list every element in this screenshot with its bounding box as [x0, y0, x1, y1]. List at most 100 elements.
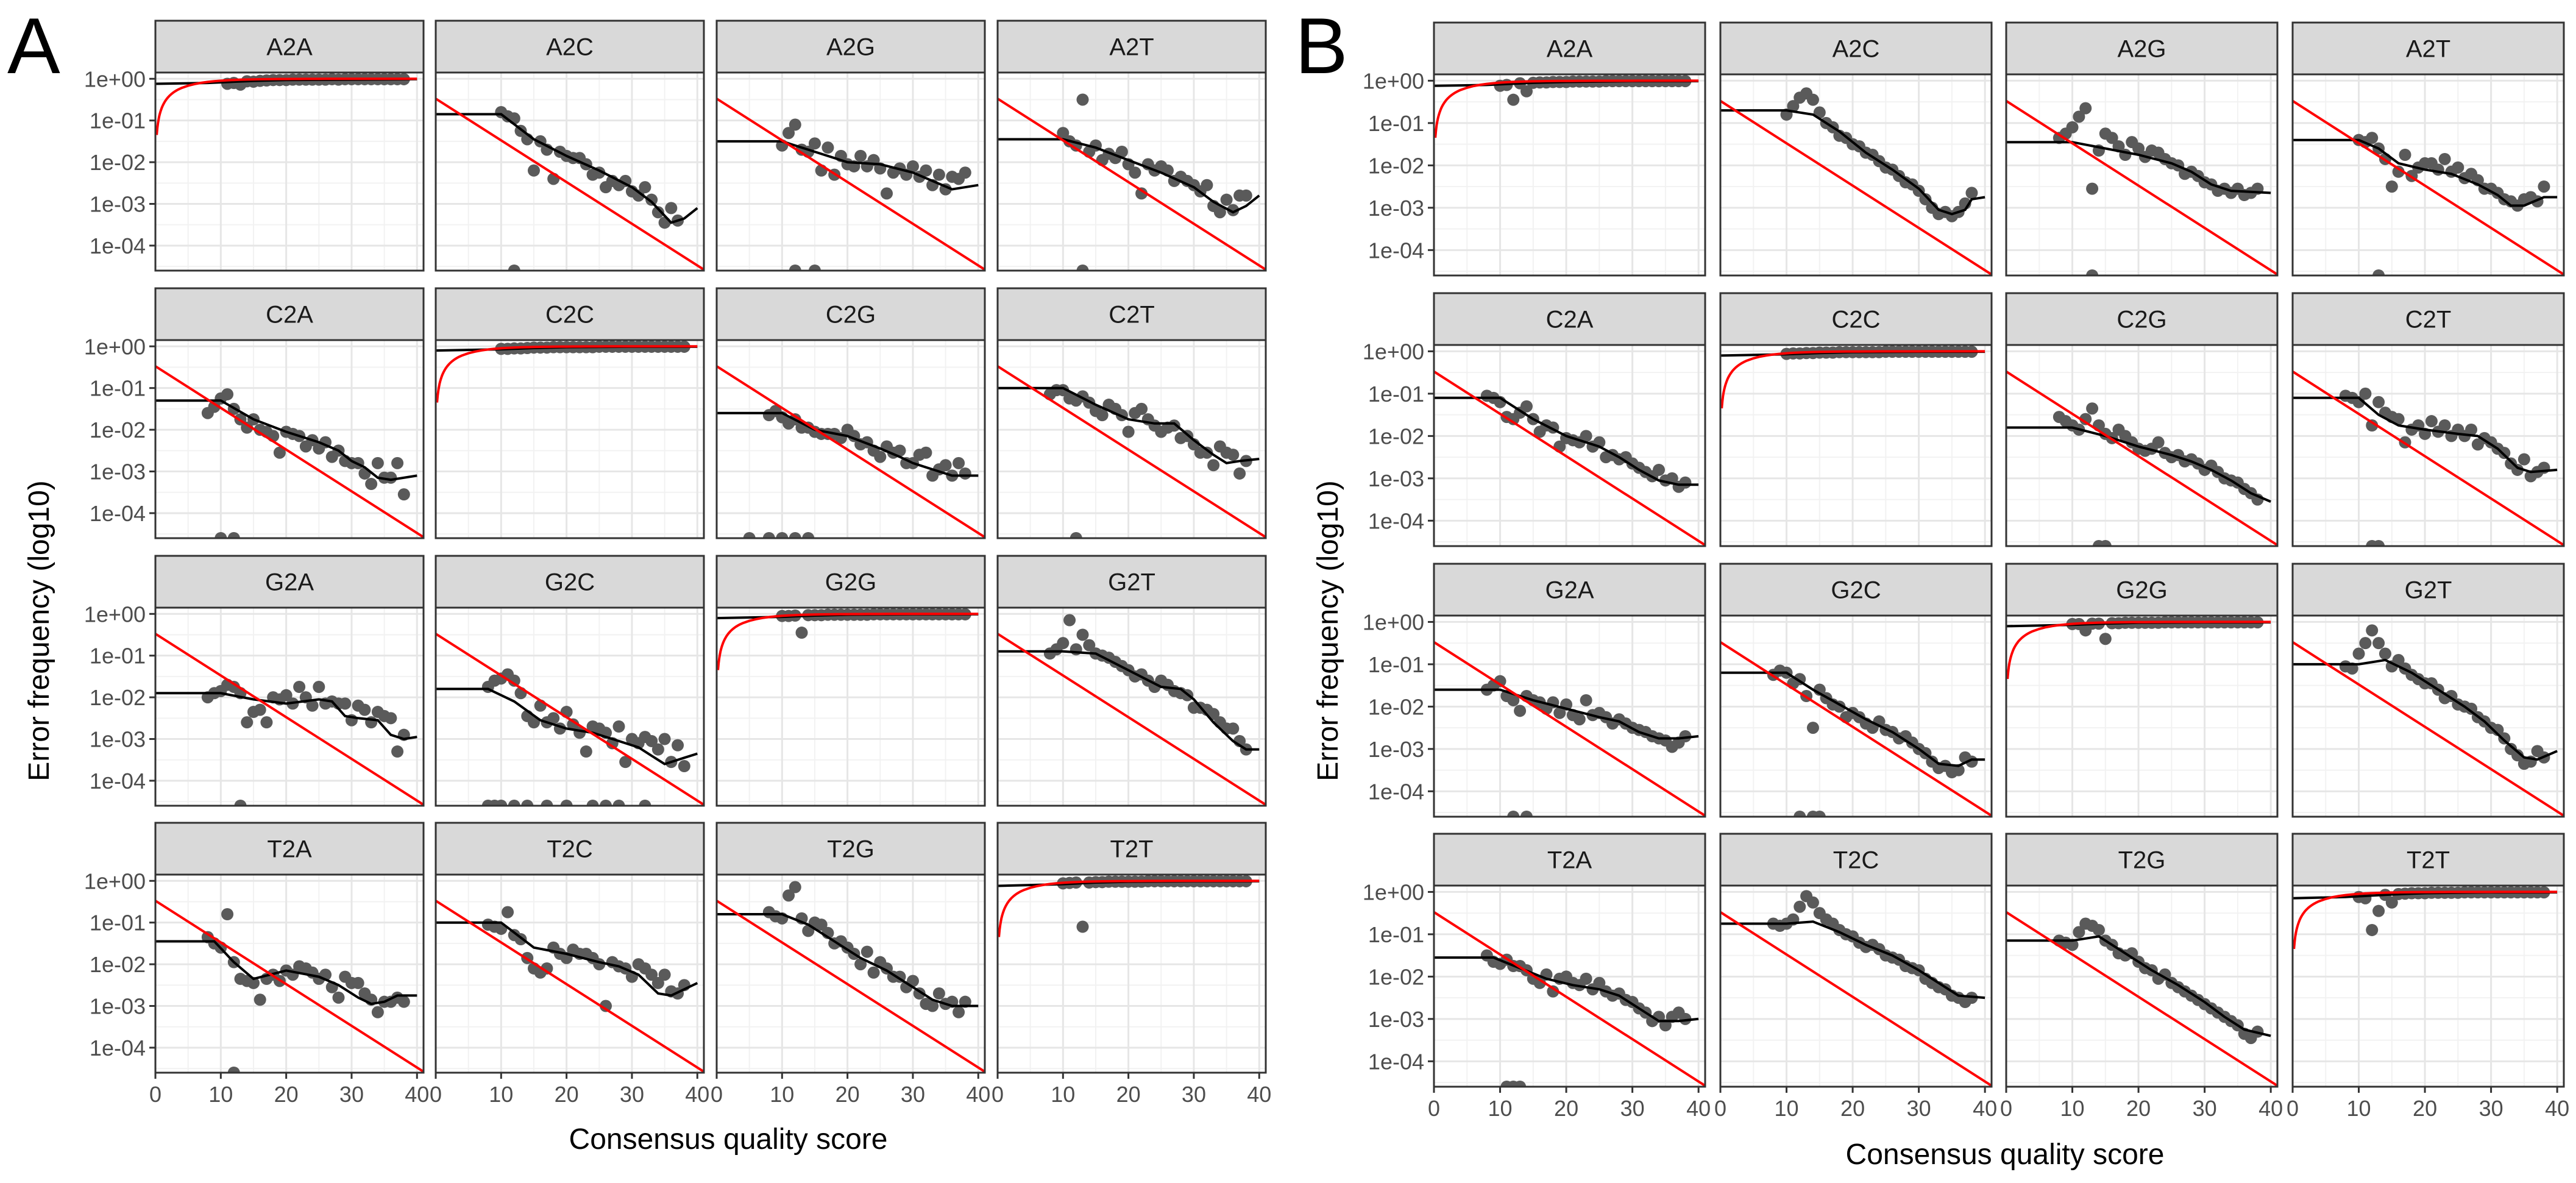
- facet-content: [717, 98, 985, 271]
- nominal-error-line: [2293, 890, 2558, 950]
- observed-point: [854, 958, 867, 971]
- facet-content: [1434, 370, 1705, 546]
- observed-point: [906, 160, 919, 172]
- observed-point: [2438, 419, 2451, 432]
- nominal-error-line: [155, 77, 417, 135]
- facet-plot-background: [1720, 886, 1992, 1087]
- fitted-error-line: [2293, 658, 2558, 761]
- observed-point: [358, 703, 371, 716]
- facet-C2A: C2A 1e+00 1e-01 1e-02 1e-03 1e-04: [1363, 292, 1706, 547]
- facet-T2A: T2A 1e+00 1e-01 1e-02 1e-03 1e-040 10 20 30 40: [84, 822, 429, 1107]
- observed-point: [658, 968, 671, 981]
- observed-point: [2438, 152, 2451, 165]
- nominal-error-line: [717, 613, 979, 670]
- facet-content: [717, 608, 979, 670]
- x-axis-title: Consensus quality score: [569, 1123, 888, 1156]
- x-tick-label: 0: [1428, 1096, 1440, 1121]
- facet-T2T: T2T 0 10 20 30 40: [992, 822, 1271, 1107]
- nominal-error-line: [2006, 911, 2277, 1087]
- facet-strip: [1719, 292, 1993, 346]
- observed-point: [1076, 265, 1089, 271]
- observed-point: [293, 681, 306, 693]
- facet-C2G: C2G: [2005, 292, 2279, 547]
- facet-border: [996, 873, 1267, 1074]
- x-tick-label: 0: [1714, 1096, 1726, 1121]
- facet-strip: [154, 555, 425, 609]
- observed-point: [600, 1000, 612, 1012]
- facet-strip: [435, 20, 705, 74]
- facet-border: [715, 606, 986, 807]
- nominal-error-line: [1434, 370, 1705, 546]
- observed-point: [260, 716, 273, 729]
- observed-point: [2465, 702, 2478, 715]
- observed-point: [776, 532, 789, 538]
- observed-point: [1135, 402, 1148, 415]
- observed-point: [959, 166, 971, 179]
- fitted-error-line: [155, 399, 417, 481]
- observed-point: [1083, 639, 1096, 652]
- observed-point: [1679, 1012, 1692, 1025]
- observed-point: [959, 467, 971, 480]
- observed-point: [1553, 706, 1566, 719]
- observed-point: [508, 112, 520, 125]
- observed-point: [789, 265, 801, 271]
- observed-point: [502, 906, 514, 918]
- facet-plot-background: [436, 608, 704, 806]
- observed-point: [932, 168, 945, 181]
- observed-point: [2399, 149, 2411, 161]
- facet-content: [155, 73, 417, 135]
- observed-point: [2498, 732, 2511, 745]
- x-tick-label: 40: [1247, 1082, 1271, 1107]
- observed-point: [1965, 187, 1978, 199]
- observed-point: [2498, 447, 2511, 460]
- nominal-error-line: [1720, 641, 1992, 817]
- observed-point: [273, 446, 286, 459]
- fitted-error-line: [436, 687, 698, 766]
- observed-point: [619, 756, 632, 769]
- nominal-error-line: [998, 633, 1266, 806]
- facet-border: [2005, 344, 2279, 547]
- facet-strip: [2291, 563, 2565, 617]
- fitted-error-line: [717, 140, 979, 191]
- x-tick-label: 40: [1686, 1096, 1711, 1121]
- facet-strip-label: G2T: [1108, 569, 1155, 596]
- facet-strip-label: C2G: [2117, 307, 2166, 333]
- facet-G2G: G2G: [715, 555, 986, 807]
- facet-strip: [2291, 292, 2565, 346]
- facet-plot-background: [2006, 616, 2277, 817]
- facet-border: [996, 71, 1267, 272]
- facet-border: [2005, 73, 2279, 277]
- observed-point: [665, 202, 678, 215]
- facet-border: [435, 606, 705, 807]
- nominal-error-line: [998, 365, 1266, 538]
- observed-point: [678, 760, 690, 772]
- observed-point: [645, 193, 658, 206]
- x-tick-label: 40: [966, 1082, 990, 1107]
- x-tick-label: 30: [1182, 1082, 1206, 1107]
- observed-point: [2099, 540, 2112, 546]
- facet-strip: [715, 287, 986, 341]
- facet-C2G: C2G: [715, 287, 986, 539]
- observed-point: [953, 457, 965, 469]
- facet-A2G: A2G: [2005, 21, 2279, 277]
- facet-content: [1720, 87, 1992, 275]
- observed-point: [2086, 269, 2099, 275]
- x-tick-label: 10: [770, 1082, 794, 1107]
- facet-plot-background: [155, 340, 424, 538]
- observed-point: [619, 174, 632, 187]
- facet-border: [435, 339, 705, 539]
- observed-point: [867, 966, 880, 979]
- facet-G2A: G2A 1e+00 1e-01 1e-02 1e-03 1e-04: [84, 555, 425, 807]
- x-axis-title: Consensus quality score: [1846, 1139, 2165, 1171]
- observed-point: [1919, 193, 1932, 205]
- observed-point: [1213, 206, 1226, 219]
- observed-point: [254, 703, 266, 716]
- chart-panel-B: B Error frequency (log10) Consensus qualit…: [1295, 1, 2569, 1171]
- facet-border: [2291, 614, 2565, 818]
- facet-A2G: A2G: [715, 20, 986, 272]
- x-tick-label: 30: [339, 1082, 364, 1107]
- observed-point: [1533, 976, 1546, 989]
- observed-point: [2491, 723, 2504, 736]
- fitted-error-line: [2293, 138, 2558, 207]
- observed-point: [743, 532, 756, 538]
